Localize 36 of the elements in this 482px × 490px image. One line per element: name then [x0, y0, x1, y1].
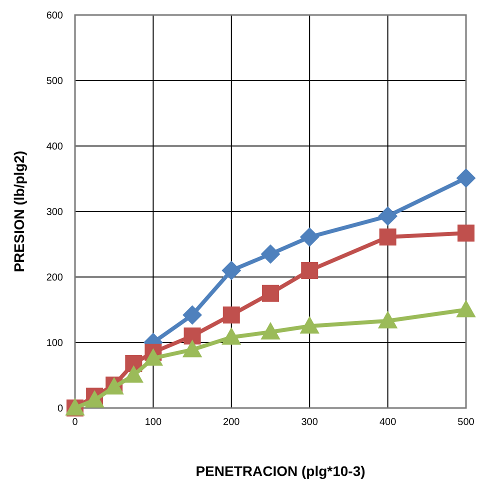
point: [124, 366, 144, 383]
point: [261, 244, 280, 264]
point: [144, 348, 163, 366]
x-tick-label: 100: [144, 417, 162, 428]
x-tick-label: 500: [458, 417, 475, 428]
y-tick-label: 400: [46, 142, 64, 152]
y-tick-label: 500: [46, 76, 64, 87]
point: [184, 327, 201, 344]
point: [458, 224, 474, 242]
x-tick-label: 200: [223, 417, 240, 428]
y-tick-label: 200: [46, 272, 64, 284]
x-tick-label: 0: [72, 417, 78, 428]
point: [182, 340, 202, 358]
point: [300, 316, 320, 334]
point: [300, 228, 320, 247]
y-tick-label: 100: [46, 338, 64, 349]
y-axis-title: PRESION (lb/plg2): [11, 150, 27, 272]
point: [222, 260, 241, 280]
point: [379, 228, 396, 246]
point: [222, 306, 240, 324]
x-axis-title: PENETRACION (plg*10-3): [196, 463, 366, 479]
x-tick-label: 400: [379, 417, 397, 428]
y-tick-label: 600: [46, 10, 64, 22]
point: [456, 300, 476, 318]
point: [262, 284, 279, 302]
x-tick-label: 300: [301, 417, 318, 428]
point: [182, 305, 202, 324]
point: [85, 390, 104, 408]
point: [261, 322, 280, 340]
point: [378, 206, 398, 226]
point: [222, 328, 241, 345]
y-tick-label: 0: [57, 404, 64, 414]
point: [456, 168, 476, 188]
point: [378, 311, 398, 328]
point: [301, 262, 318, 279]
y-tick-label: 300: [46, 207, 64, 218]
